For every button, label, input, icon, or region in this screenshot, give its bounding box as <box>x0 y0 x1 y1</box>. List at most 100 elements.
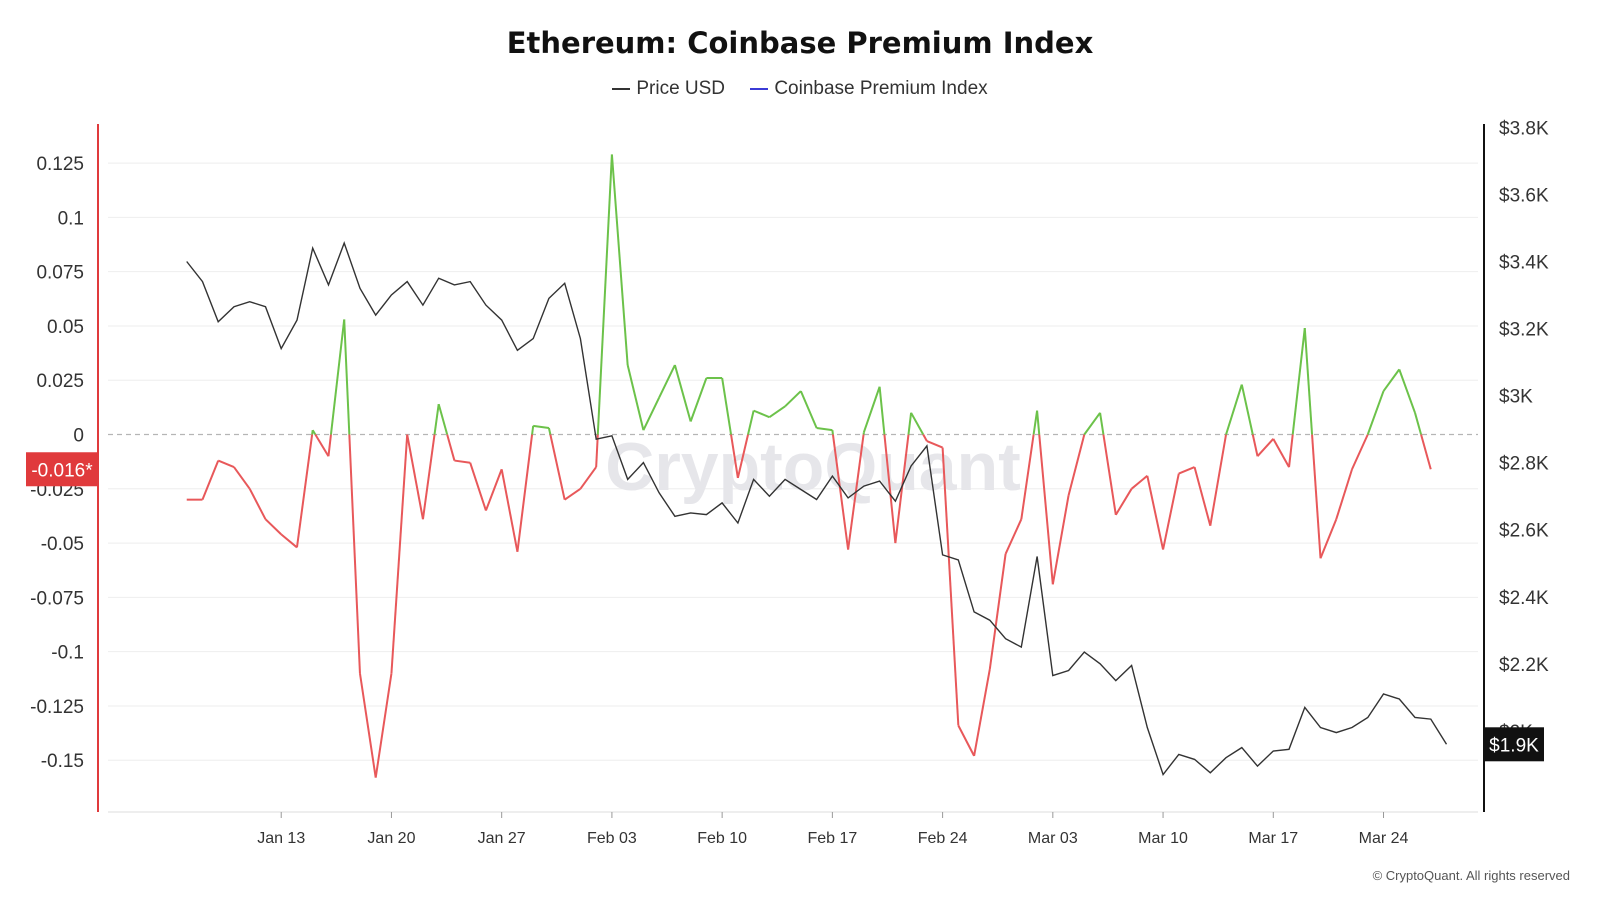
right-tick-label: $2.6K <box>1499 521 1549 542</box>
price-line <box>186 240 1448 776</box>
premium-segment <box>311 429 317 436</box>
left-tick-label: -0.075 <box>30 588 84 609</box>
premium-segment <box>533 424 550 429</box>
premium-segment <box>1146 475 1165 550</box>
x-tick-label: Feb 03 <box>587 830 637 847</box>
x-tick-label: Jan 20 <box>367 830 415 847</box>
premium-segment <box>295 434 314 548</box>
premium-segment <box>446 434 456 461</box>
premium-segment <box>768 405 786 418</box>
premium-segment <box>883 434 897 544</box>
premium-segment <box>610 154 629 366</box>
premium-segment <box>579 466 597 490</box>
premium-segment <box>390 434 409 674</box>
premium-segment <box>941 447 960 726</box>
premium-segment <box>484 468 503 511</box>
premium-segment <box>437 403 449 435</box>
premium-segment <box>1240 384 1254 435</box>
premium-segment <box>595 434 599 468</box>
premium-segment <box>314 433 330 457</box>
current-price-label: $1.9K <box>1489 735 1539 756</box>
premium-segment <box>658 364 676 399</box>
premium-segment <box>1351 434 1369 470</box>
premium-segment <box>1398 369 1416 414</box>
premium-segment <box>531 425 535 435</box>
premium-segment <box>973 668 991 757</box>
premium-segment <box>469 462 487 511</box>
premium-segment <box>1288 434 1294 468</box>
left-tick-label: 0.025 <box>36 371 84 392</box>
x-tick-label: Mar 17 <box>1248 830 1298 847</box>
premium-segment <box>816 427 833 432</box>
premium-segment <box>988 553 1007 670</box>
premium-segment <box>1311 434 1322 559</box>
premium-segment <box>721 377 733 435</box>
premium-segment <box>348 434 361 674</box>
left-tick-label: -0.05 <box>41 534 84 555</box>
premium-segment <box>1414 412 1423 435</box>
premium-segment <box>910 412 925 436</box>
premium-segment <box>831 430 834 435</box>
premium-segment <box>673 364 692 422</box>
premium-segment <box>1099 412 1105 435</box>
current-price-box <box>1484 727 1544 762</box>
premium-segment <box>564 487 581 501</box>
x-tick-label: Jan 13 <box>257 830 305 847</box>
premium-segment <box>689 377 708 422</box>
premium-segment <box>1291 328 1306 435</box>
left-tick-label: -0.15 <box>41 751 84 772</box>
premium-segment <box>280 533 298 549</box>
premium-segment <box>1036 410 1041 435</box>
premium-segment <box>217 459 235 469</box>
premium-segment <box>642 397 661 431</box>
premium-segment <box>264 518 282 536</box>
legend-swatch-premium <box>750 87 769 90</box>
premium-segment <box>1051 495 1070 585</box>
premium-segment <box>327 434 332 457</box>
left-tick-label: 0.05 <box>47 317 84 338</box>
premium-segment <box>248 488 267 520</box>
premium-segment <box>862 386 881 433</box>
premium-segment <box>1114 488 1133 516</box>
premium-segment <box>329 319 346 435</box>
legend-swatch-price <box>612 87 631 90</box>
right-tick-label: $2.2K <box>1499 655 1549 676</box>
left-tick-label: 0.1 <box>58 208 84 229</box>
right-tick-label: $3.8K <box>1499 118 1549 139</box>
left-tick-label: -0.1 <box>51 643 84 664</box>
premium-segment <box>907 412 913 435</box>
premium-segment <box>894 434 910 544</box>
copyright: © CryptoQuant. All rights reserved <box>1372 868 1570 883</box>
current-premium-label: -0.016* <box>31 460 93 481</box>
current-premium-box <box>26 452 98 487</box>
legend-item-price[interactable]: Price USD <box>612 78 725 100</box>
premium-segment <box>433 403 440 435</box>
right-tick-label: $2.8K <box>1499 454 1549 475</box>
premium-segment <box>343 319 351 435</box>
x-tick-label: Mar 24 <box>1359 830 1409 847</box>
premium-segment <box>421 434 436 520</box>
premium-segment <box>201 460 220 501</box>
right-tick-label: $2.4K <box>1499 588 1549 609</box>
premium-segment <box>753 409 770 419</box>
premium-segment <box>926 440 943 449</box>
premium-segment <box>957 725 975 757</box>
right-tick-label: $3.6K <box>1499 185 1549 206</box>
premium-segment <box>547 427 552 435</box>
premium-segment <box>799 390 818 429</box>
premium-segment <box>1178 466 1195 475</box>
premium-segment <box>1335 468 1353 520</box>
premium-segment <box>1209 434 1228 526</box>
right-tick-label: $3.4K <box>1499 252 1549 273</box>
premium-segment <box>1225 384 1243 435</box>
premium-segment <box>549 434 566 500</box>
premium-segment <box>1067 434 1086 496</box>
premium-segment <box>1303 328 1314 435</box>
premium-segment <box>454 459 471 464</box>
right-tick-label: $3K <box>1499 387 1533 408</box>
premium-segment <box>1319 518 1338 559</box>
premium-segment <box>1102 434 1117 516</box>
premium-segment <box>1193 466 1212 526</box>
legend-item-premium[interactable]: Coinbase Premium Index <box>750 78 988 100</box>
